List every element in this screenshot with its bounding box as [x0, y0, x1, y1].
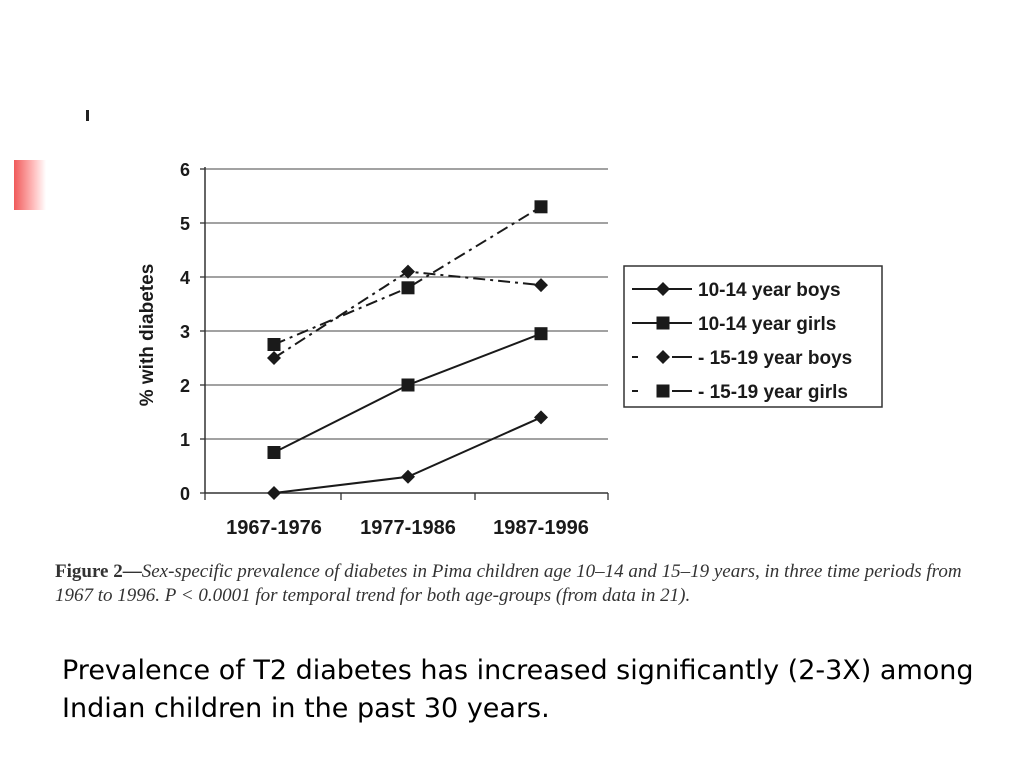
slide-body-text: Prevalence of T2 diabetes has increased …	[62, 655, 974, 724]
legend-marker	[656, 316, 670, 330]
data-point	[401, 469, 415, 484]
chart-gridlines	[205, 168, 608, 440]
x-tick-label: 1987-1996	[493, 517, 589, 539]
y-tick-label: 5	[180, 214, 190, 234]
legend-label: 10-14 year boys	[698, 280, 841, 301]
data-point	[401, 281, 415, 295]
y-tick-label: 0	[180, 484, 190, 504]
x-tick-labels: 1967-1976 1977-1986 1987-1996	[226, 517, 589, 539]
data-point	[534, 327, 548, 341]
data-point	[267, 351, 281, 365]
legend-marker	[656, 350, 670, 364]
x-tick-label: 1977-1986	[360, 517, 456, 539]
legend-marker	[656, 282, 670, 296]
y-tick-label: 2	[180, 376, 190, 396]
y-tick-label: 3	[180, 322, 190, 342]
y-tick-label: 4	[180, 268, 190, 288]
legend-label: 10-14 year girls	[698, 314, 836, 335]
legend-label: - 15-19 year girls	[698, 382, 848, 403]
y-tick-label: 6	[180, 160, 190, 180]
y-tick-label: 1	[180, 430, 190, 450]
x-tick-label: 1967-1976	[226, 517, 322, 539]
data-point	[401, 264, 415, 279]
slide-accent-decoration	[14, 160, 46, 210]
data-point	[401, 378, 415, 392]
chart-legend: 10-14 year boys 10-14 year girls - 15-19 y…	[623, 265, 883, 408]
y-axis-label: % with diabetes	[137, 264, 158, 407]
data-point	[267, 486, 281, 500]
stray-tick-mark	[86, 110, 89, 121]
caption-text: Sex-specific prevalence of diabetes in P…	[55, 561, 962, 606]
data-point	[534, 278, 548, 293]
data-point	[534, 410, 548, 425]
y-tick-labels: 0 1 2 3 4 5 6	[180, 160, 190, 504]
caption-lead: Figure 2—	[55, 561, 142, 582]
data-point	[267, 338, 281, 351]
figure-caption: Figure 2—Sex-specific prevalence of diab…	[55, 560, 975, 608]
chart-series	[267, 200, 548, 500]
legend-label: - 15-19 year boys	[698, 348, 852, 369]
data-point	[267, 446, 281, 459]
prevalence-line-chart: 0 1 2 3 4 5 6 1967-1976 1977-1986 1987-1996 % wi…	[137, 160, 883, 539]
data-point	[534, 200, 548, 214]
legend-marker	[656, 384, 670, 398]
